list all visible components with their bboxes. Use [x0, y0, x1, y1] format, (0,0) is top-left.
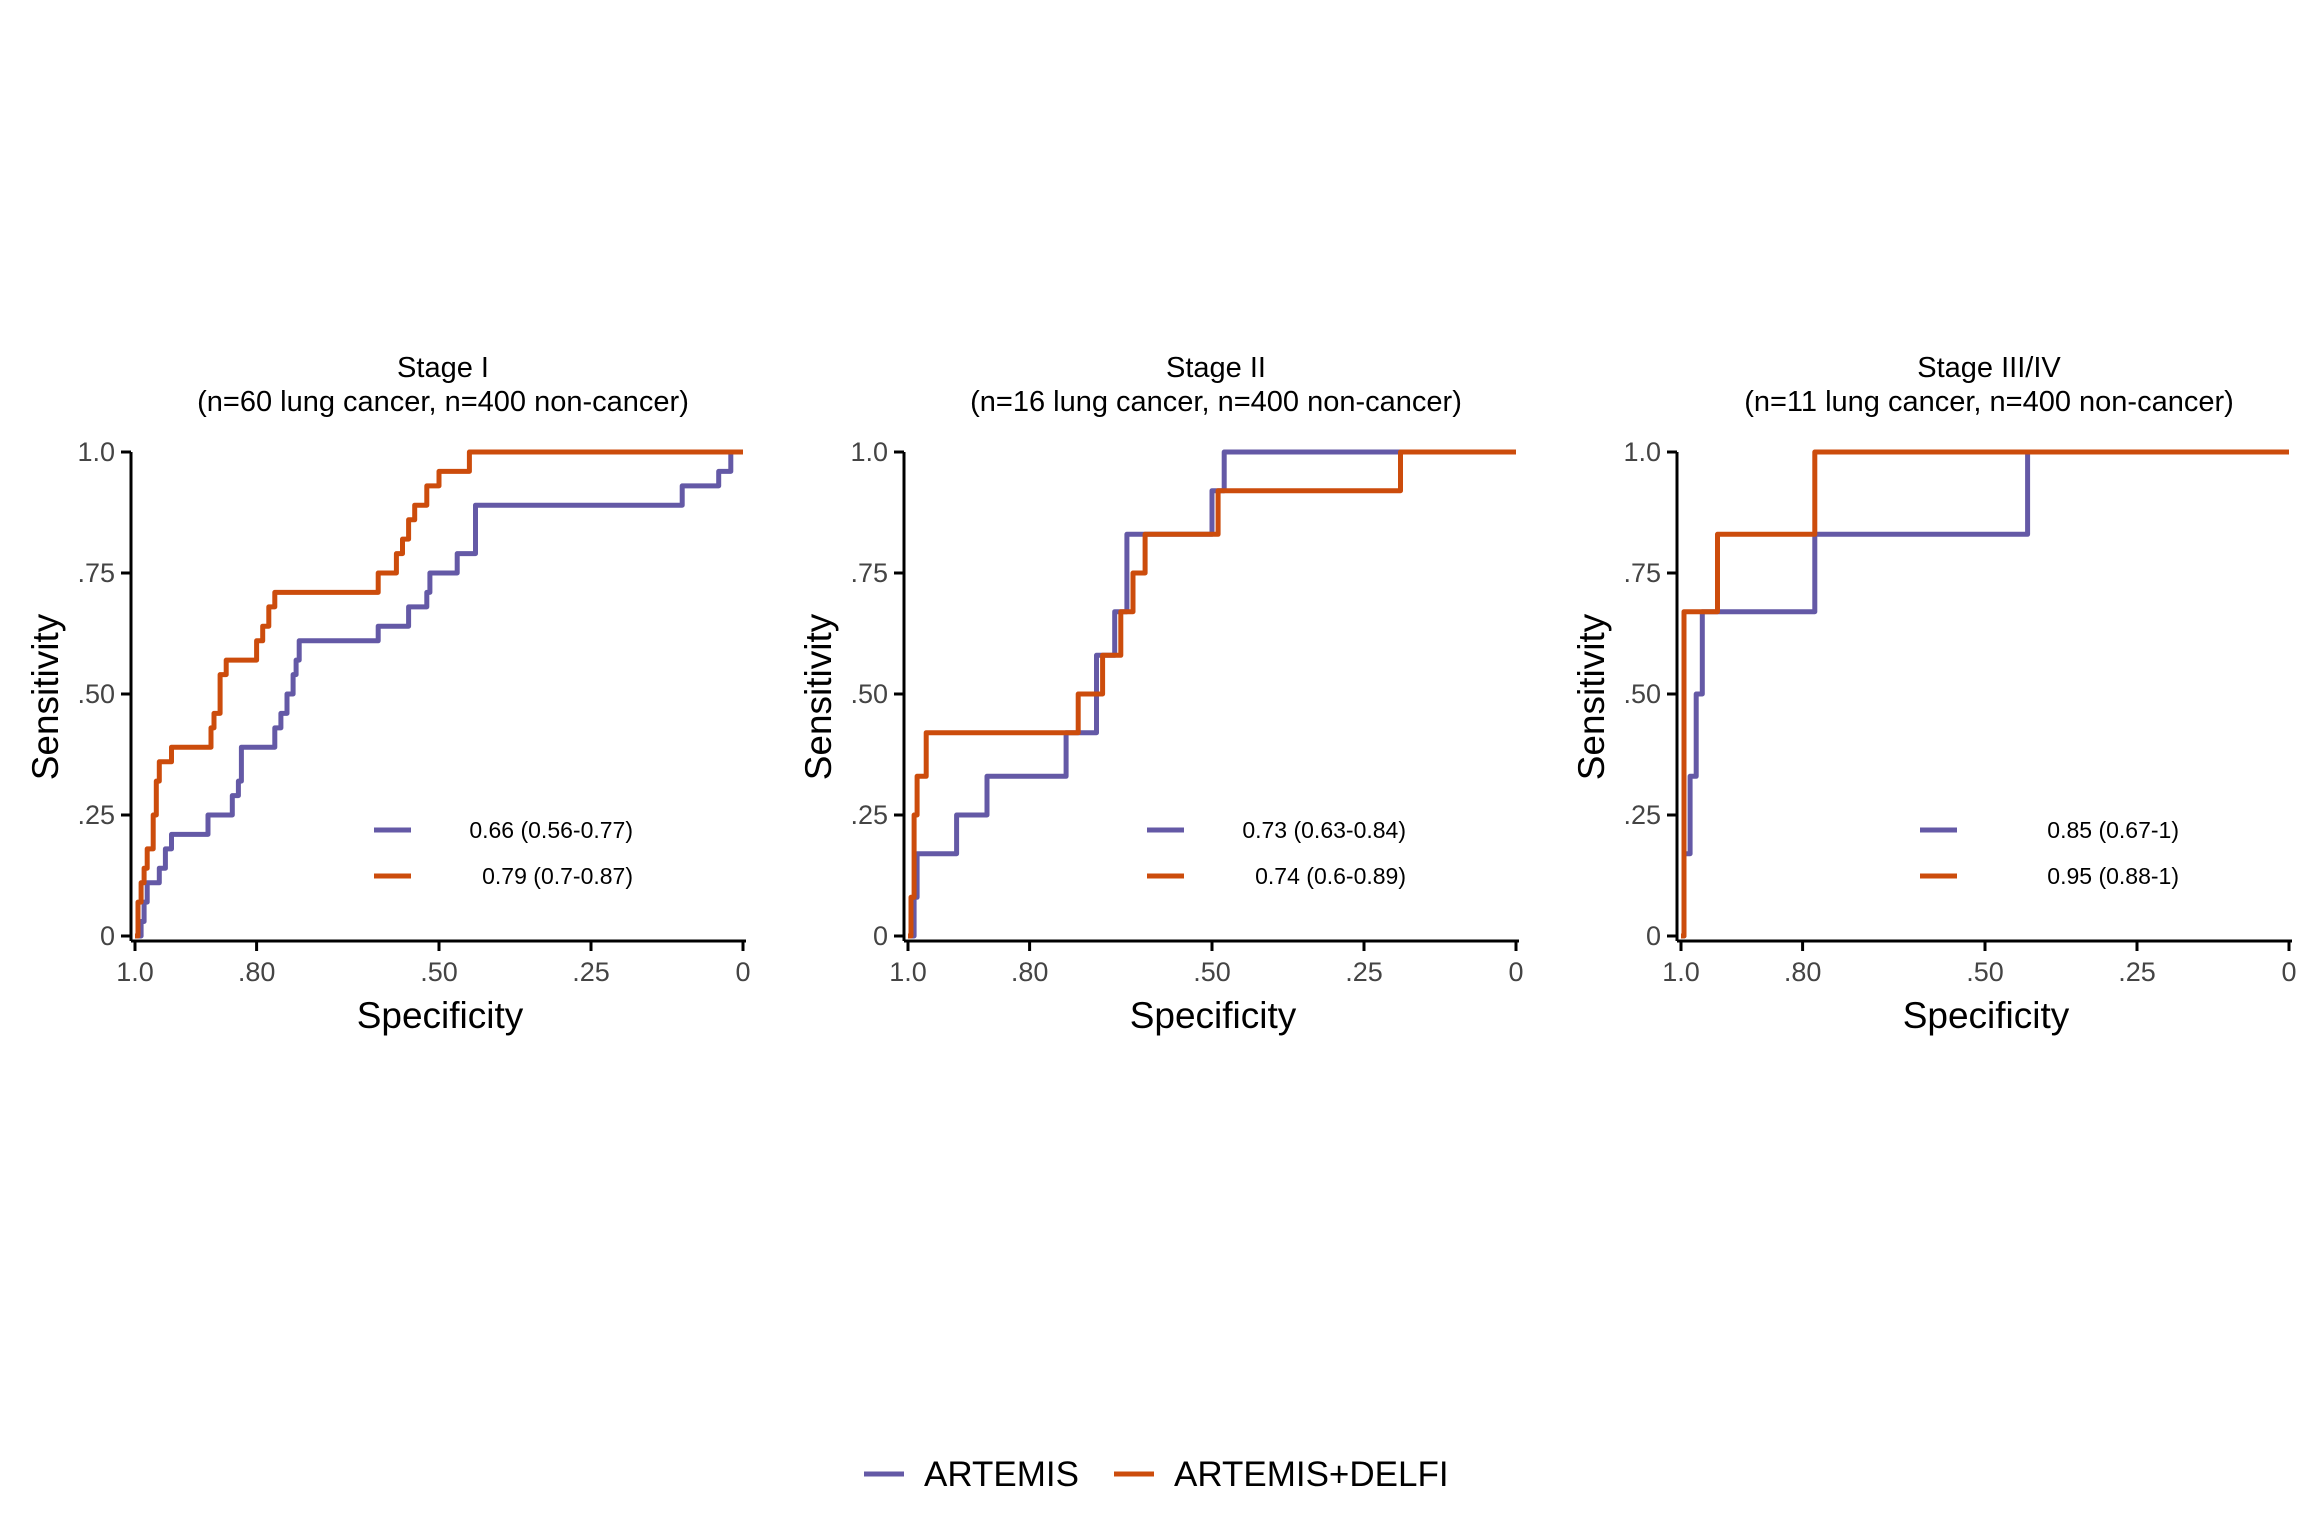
x-tick-label: .80	[1011, 957, 1049, 987]
x-tick-label: .50	[1966, 957, 2004, 987]
axis-ticks: 1.0 .80 .50 .25 0 0 .25 .50 .75 1.0	[850, 437, 1523, 987]
auc-label: 0.66 (0.56-0.77)	[469, 817, 633, 843]
y-tick-label: 1.0	[850, 437, 888, 467]
auc-label: 0.74 (0.6-0.89)	[1255, 863, 1406, 889]
roc-line-artemis-delfi	[908, 449, 1516, 939]
panel-title: Stage II	[1166, 352, 1266, 384]
y-tick-label: .75	[850, 558, 888, 588]
y-axis-title: Sensitivity	[798, 613, 839, 780]
x-tick-label: 0	[1508, 957, 1523, 987]
y-tick-label: 0	[1646, 921, 1661, 951]
x-tick-label: .50	[1193, 957, 1231, 987]
auc-label: 0.85 (0.67-1)	[2047, 817, 2179, 843]
auc-label: 0.95 (0.88-1)	[2047, 863, 2179, 889]
y-tick-label: .75	[1623, 558, 1661, 588]
x-tick-label: .25	[2118, 957, 2156, 987]
y-tick-label: .25	[850, 800, 888, 830]
plot-area	[135, 449, 743, 939]
x-tick-label: .25	[1345, 957, 1383, 987]
panel-subtitle: (n=60 lung cancer, n=400 non-cancer)	[197, 386, 689, 418]
x-tick-label: 1.0	[1662, 957, 1700, 987]
auc-legend: 0.73 (0.63-0.84) 0.74 (0.6-0.89)	[1147, 817, 1406, 889]
x-tick-label: 1.0	[889, 957, 927, 987]
panel-stage-iii-iv: Stage III/IV (n=11 lung cancer, n=400 no…	[1571, 352, 2297, 1036]
y-tick-label: 1.0	[1623, 437, 1661, 467]
legend-label-artemis: ARTEMIS	[924, 1455, 1079, 1494]
x-tick-label: .50	[420, 957, 458, 987]
panel-stage-ii: Stage II (n=16 lung cancer, n=400 non-ca…	[798, 352, 1524, 1036]
x-tick-label: .80	[238, 957, 276, 987]
y-tick-label: .50	[77, 679, 115, 709]
plot-area	[908, 449, 1516, 939]
panel-title: Stage III/IV	[1917, 352, 2061, 384]
roc-line-artemis	[908, 449, 1516, 939]
x-axis-title: Specificity	[1903, 995, 2070, 1036]
x-axis-title: Specificity	[1130, 995, 1297, 1036]
legend-label-artemis-delfi: ARTEMIS+DELFI	[1174, 1455, 1449, 1494]
y-tick-label: 0	[873, 921, 888, 951]
y-tick-label: .25	[1623, 800, 1661, 830]
x-tick-label: .25	[572, 957, 610, 987]
legend: ARTEMIS ARTEMIS+DELFI	[864, 1455, 1449, 1494]
x-tick-label: 0	[735, 957, 750, 987]
auc-label: 0.79 (0.7-0.87)	[482, 863, 633, 889]
auc-label: 0.73 (0.63-0.84)	[1242, 817, 1406, 843]
roc-line-artemis	[1681, 449, 2289, 939]
panel-stage-i: Stage I (n=60 lung cancer, n=400 non-can…	[25, 352, 751, 1036]
axis-ticks: 1.0 .80 .50 .25 0 0 .25 .50 .75 1.0	[1623, 437, 2296, 987]
auc-legend: 0.85 (0.67-1) 0.95 (0.88-1)	[1920, 817, 2179, 889]
y-tick-label: 0	[100, 921, 115, 951]
y-tick-label: .25	[77, 800, 115, 830]
roc-line-artemis-delfi	[1681, 449, 2289, 939]
panel-subtitle: (n=11 lung cancer, n=400 non-cancer)	[1744, 386, 2234, 418]
panel-title: Stage I	[397, 352, 489, 384]
x-tick-label: 1.0	[116, 957, 154, 987]
y-tick-label: 1.0	[77, 437, 115, 467]
y-tick-label: .50	[1623, 679, 1661, 709]
plot-area	[1681, 449, 2289, 939]
auc-legend: 0.66 (0.56-0.77) 0.79 (0.7-0.87)	[374, 817, 633, 889]
y-tick-label: .75	[77, 558, 115, 588]
y-tick-label: .50	[850, 679, 888, 709]
axis-ticks: 1.0 .80 .50 .25 0 0 .25 .50 .75 1.0	[77, 437, 750, 987]
y-axis-title: Sensitivity	[1571, 613, 1612, 780]
roc-line-artemis-delfi	[135, 449, 743, 939]
x-tick-label: .80	[1784, 957, 1822, 987]
y-axis-title: Sensitivity	[25, 613, 66, 780]
panel-subtitle: (n=16 lung cancer, n=400 non-cancer)	[970, 386, 1462, 418]
roc-line-artemis	[135, 452, 734, 939]
x-axis-title: Specificity	[357, 995, 524, 1036]
x-tick-label: 0	[2281, 957, 2296, 987]
